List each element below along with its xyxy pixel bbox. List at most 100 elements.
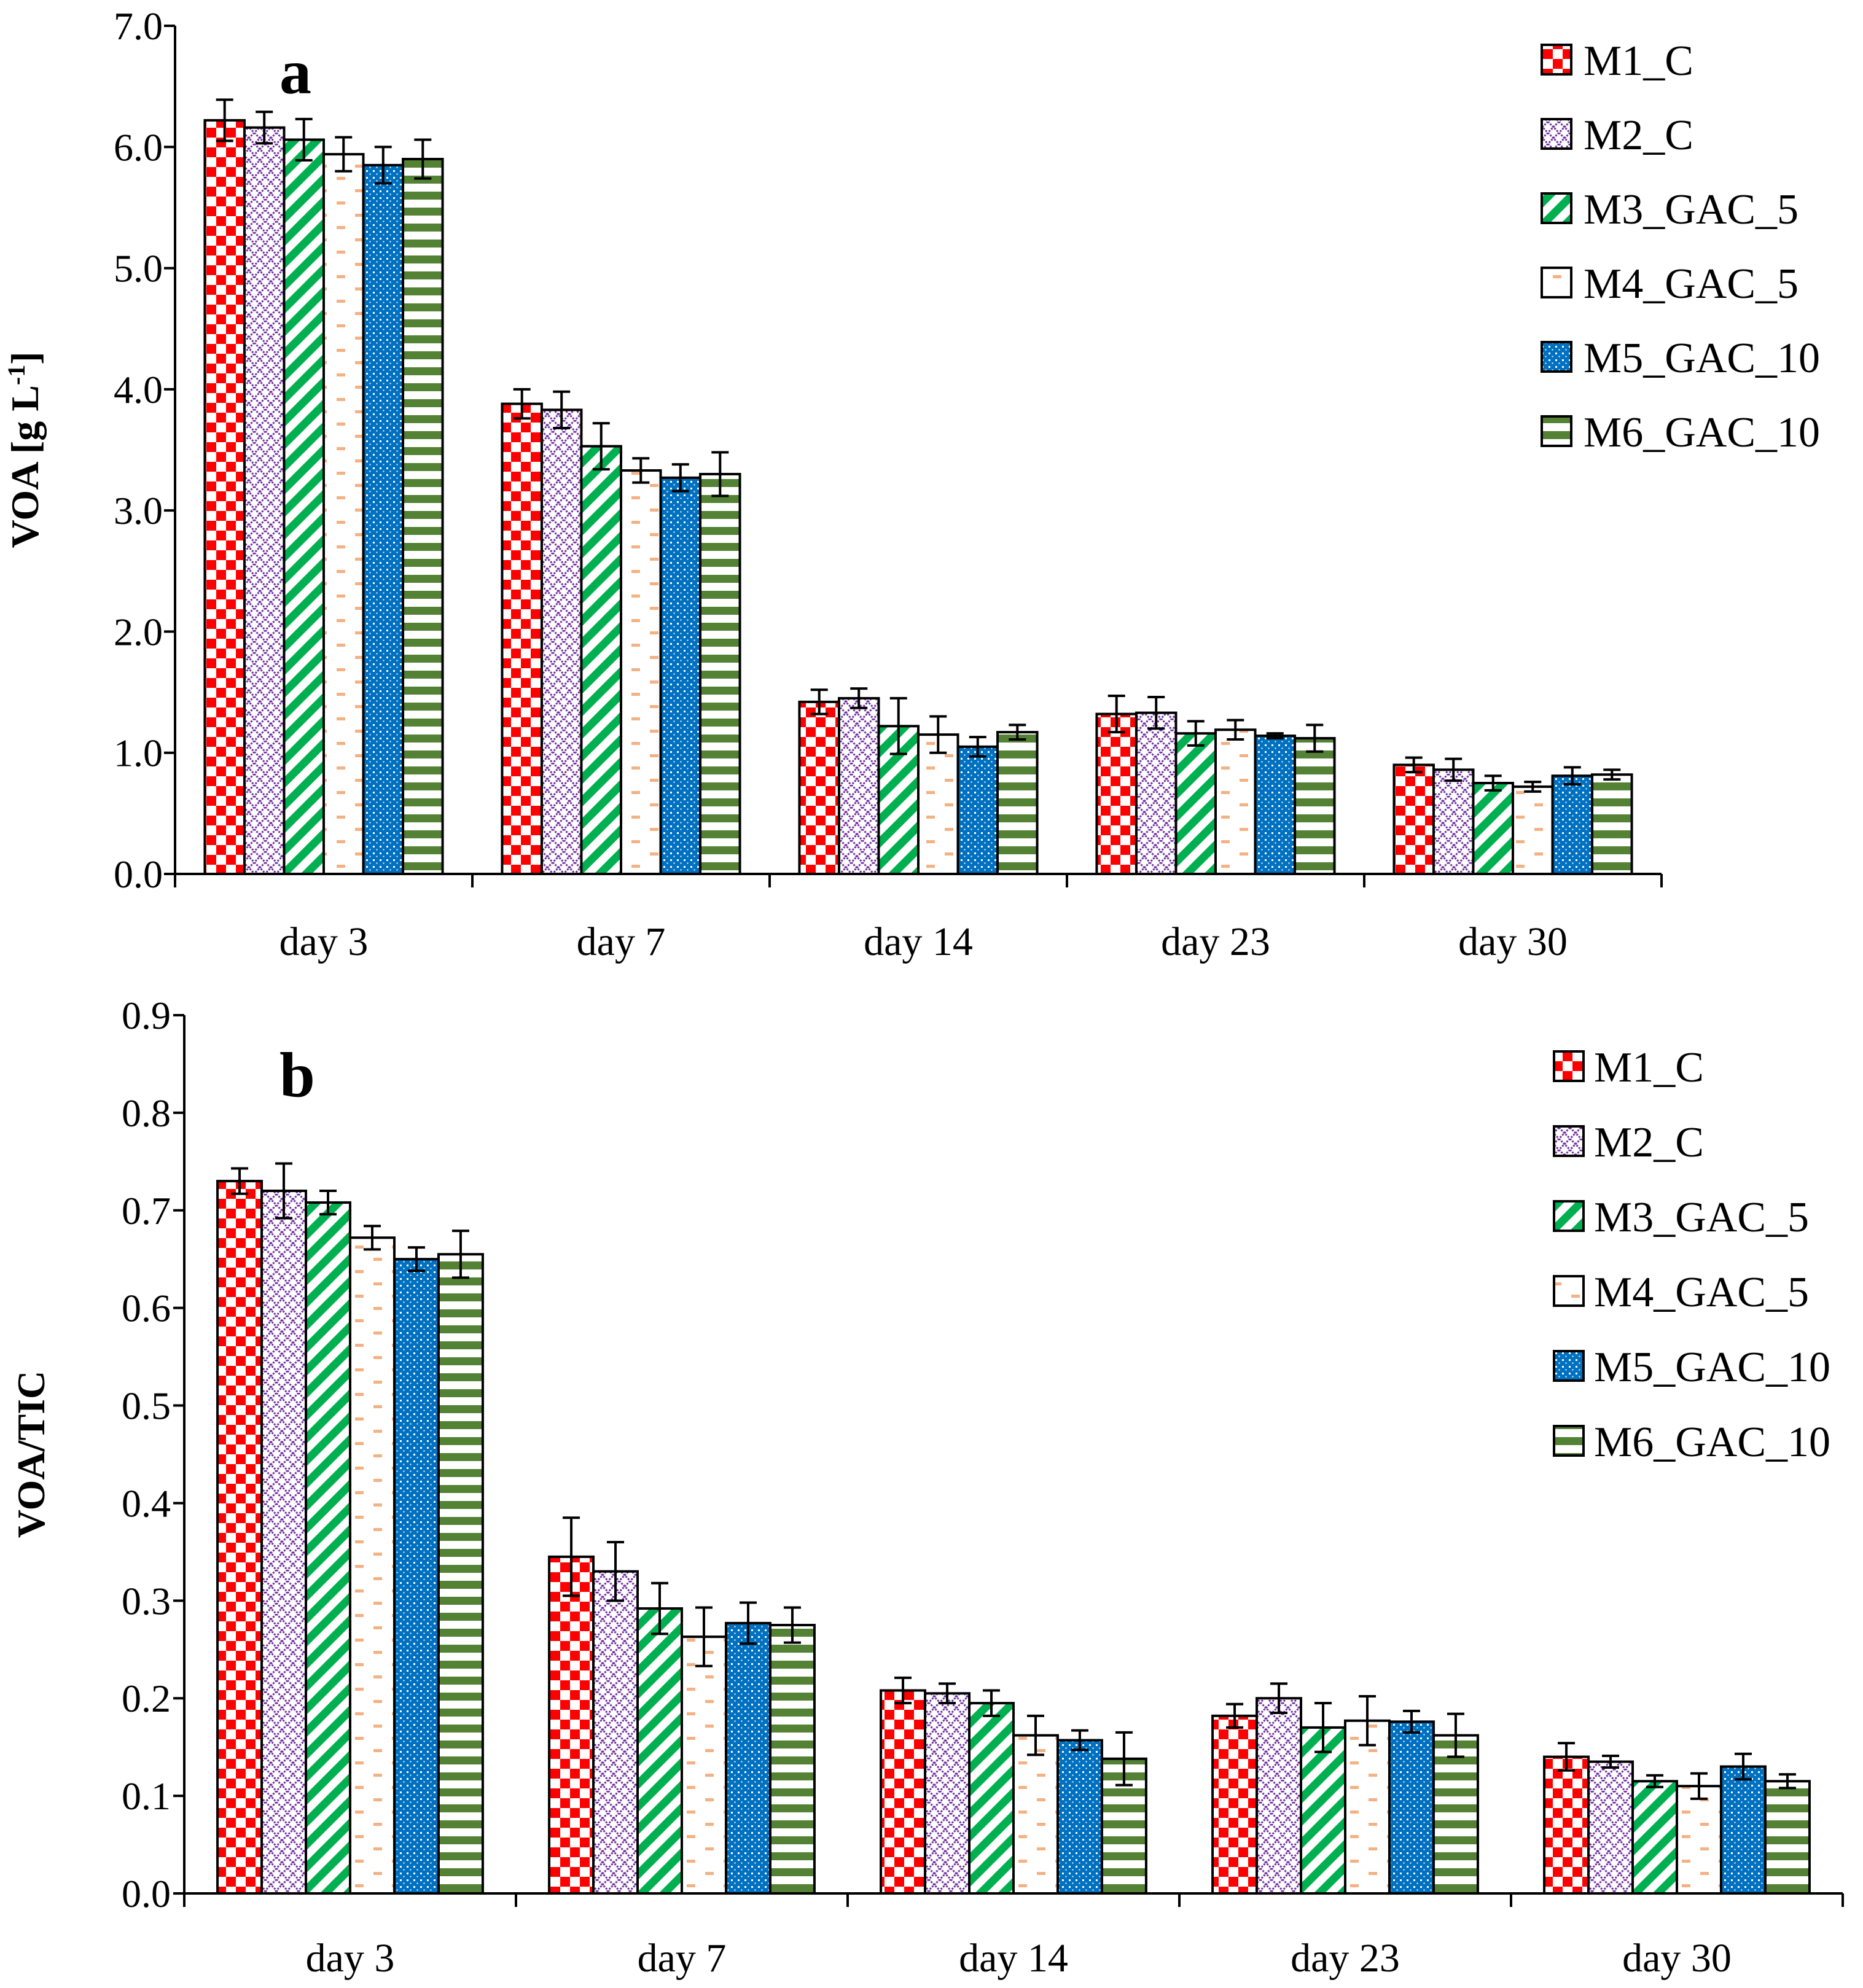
legend-label: M1_C — [1594, 1044, 1704, 1091]
legend-label: M6_GAC_10 — [1584, 409, 1820, 456]
error-bar — [939, 1682, 956, 1705]
bar-M1_C-day-3 — [216, 1180, 264, 1895]
legend: M1_C M2_C M3_GAC_5 M4_GAC_5 M5_GAC_10 M6_GAC_… — [1553, 1044, 1830, 1466]
y-tick-label: 0.8 — [122, 1091, 171, 1135]
bar-M1_C-day-23 — [1095, 712, 1138, 876]
legend-label: M2_C — [1594, 1119, 1704, 1166]
error-bar — [374, 146, 392, 185]
error-bar — [363, 1225, 381, 1251]
bar-M5_GAC_10-day-14 — [1056, 1739, 1103, 1895]
error-bar — [632, 457, 650, 484]
legend-label: M2_C — [1584, 112, 1693, 159]
bar-M5_GAC_10-day-3 — [393, 1258, 440, 1895]
y-tick-label: 6.0 — [114, 125, 163, 169]
legend-swatch — [1553, 1275, 1585, 1307]
bar-M2_C-day-23 — [1256, 1697, 1303, 1895]
bar-M2_C-day-14 — [924, 1692, 971, 1895]
panel-a-chart: 0.0 1.0 2.0 3.0 4.0 5.0 6.0 7.0 day 3 day 7 day 14… — [2, 4, 1820, 964]
bar-M3_GAC_5-day-7 — [580, 445, 622, 875]
error-bar — [1266, 732, 1284, 740]
bar-M2_C-day-7 — [540, 408, 583, 875]
bar-M3_GAC_5-day-7 — [636, 1607, 683, 1895]
bar-M2_C-day-14 — [837, 696, 880, 875]
error-bar — [1603, 768, 1621, 781]
error-bar — [1314, 1702, 1332, 1753]
error-bar — [451, 1230, 469, 1279]
bar-M4_GAC_5-day-3 — [349, 1236, 396, 1895]
y-tick-label: 0.4 — [122, 1481, 171, 1525]
legend-label: M1_C — [1584, 37, 1693, 85]
legend-swatch — [1553, 1425, 1585, 1457]
legend-label: M5_GAC_10 — [1584, 335, 1820, 382]
bar-M5_GAC_10-day-30 — [1719, 1765, 1767, 1895]
legend-swatch — [1553, 1200, 1585, 1232]
error-bar — [810, 688, 828, 715]
error-bar — [407, 1246, 425, 1273]
bar-M5_GAC_10-day-30 — [1551, 774, 1594, 876]
y-tick-label: 0.0 — [122, 1872, 171, 1916]
error-bar — [1734, 1752, 1752, 1781]
error-bar — [607, 1541, 625, 1602]
x-category-label: day 30 — [1458, 919, 1568, 964]
y-tick-label: 0.6 — [122, 1287, 171, 1330]
bar-M4_GAC_5-day-14 — [917, 733, 959, 876]
y-tick-label: 0.9 — [122, 994, 171, 1037]
bar-M2_C-day-3 — [260, 1190, 308, 1895]
bar-M6_GAC_10-day-23 — [1432, 1734, 1479, 1895]
y-tick-label: 0.1 — [122, 1774, 171, 1818]
bar-M1_C-day-7 — [548, 1555, 595, 1895]
error-bar — [651, 1581, 669, 1635]
bar-M3_GAC_5-day-14 — [968, 1702, 1015, 1895]
legend-label: M5_GAC_10 — [1594, 1344, 1830, 1391]
error-bar — [1115, 1731, 1133, 1787]
bar-M6_GAC_10-day-14 — [996, 731, 1039, 875]
x-category-label: day 23 — [1161, 919, 1270, 964]
error-bar — [1646, 1774, 1664, 1788]
legend: M1_C M2_C M3_GAC_5 M4_GAC_5 M5_GAC_10 M6_GAC_… — [1541, 37, 1820, 456]
bar-M3_GAC_5-day-30 — [1631, 1780, 1679, 1895]
error-bar — [850, 687, 868, 709]
bar-M1_C-day-7 — [501, 402, 543, 875]
bar-M6_GAC_10-day-7 — [768, 1624, 816, 1895]
error-bar — [1270, 1682, 1288, 1715]
error-bar — [671, 463, 689, 493]
legend-label: M3_GAC_5 — [1594, 1194, 1809, 1241]
error-bar — [1445, 757, 1463, 782]
error-bar — [1447, 1712, 1464, 1758]
y-axis-title: VOA [g L-1] — [2, 351, 47, 548]
panel-letter: a — [279, 37, 311, 107]
error-bar — [513, 388, 531, 420]
error-bar — [216, 98, 233, 142]
error-bar — [1226, 1702, 1244, 1729]
error-bar — [1558, 1742, 1576, 1772]
bar-M1_C-day-14 — [880, 1689, 927, 1895]
bar-M2_C-day-3 — [243, 126, 286, 876]
legend-label: M4_GAC_5 — [1584, 260, 1799, 308]
y-tick-label: 7.0 — [114, 4, 163, 48]
x-category-label: day 30 — [1622, 1936, 1732, 1981]
error-bar — [1187, 720, 1205, 747]
error-bar — [335, 136, 353, 173]
bar-M5_GAC_10-day-7 — [724, 1621, 771, 1895]
error-bar — [1563, 766, 1581, 786]
legend-label: M3_GAC_5 — [1584, 186, 1799, 233]
y-axis-title: VOA/TIC — [9, 1371, 53, 1538]
legend-swatch — [1541, 44, 1572, 76]
error-bar — [1306, 723, 1324, 753]
bar-M3_GAC_5-day-23 — [1174, 732, 1217, 875]
bar-M6_GAC_10-day-23 — [1294, 737, 1336, 876]
error-bar — [256, 111, 273, 145]
bar-M1_C-day-30 — [1392, 763, 1435, 876]
bar-M1_C-day-14 — [798, 700, 840, 875]
error-bar — [969, 736, 986, 758]
error-bar — [1402, 1709, 1420, 1734]
bar-M3_GAC_5-day-30 — [1472, 782, 1515, 876]
error-bar — [1778, 1773, 1796, 1790]
bar-M1_C-day-3 — [203, 119, 246, 876]
y-tick-label: 0.7 — [122, 1189, 171, 1233]
error-bar — [1009, 723, 1026, 741]
error-bar — [592, 422, 610, 471]
error-bar — [563, 1516, 580, 1597]
x-category-label: day 3 — [306, 1936, 395, 1981]
error-bar — [1602, 1754, 1620, 1769]
